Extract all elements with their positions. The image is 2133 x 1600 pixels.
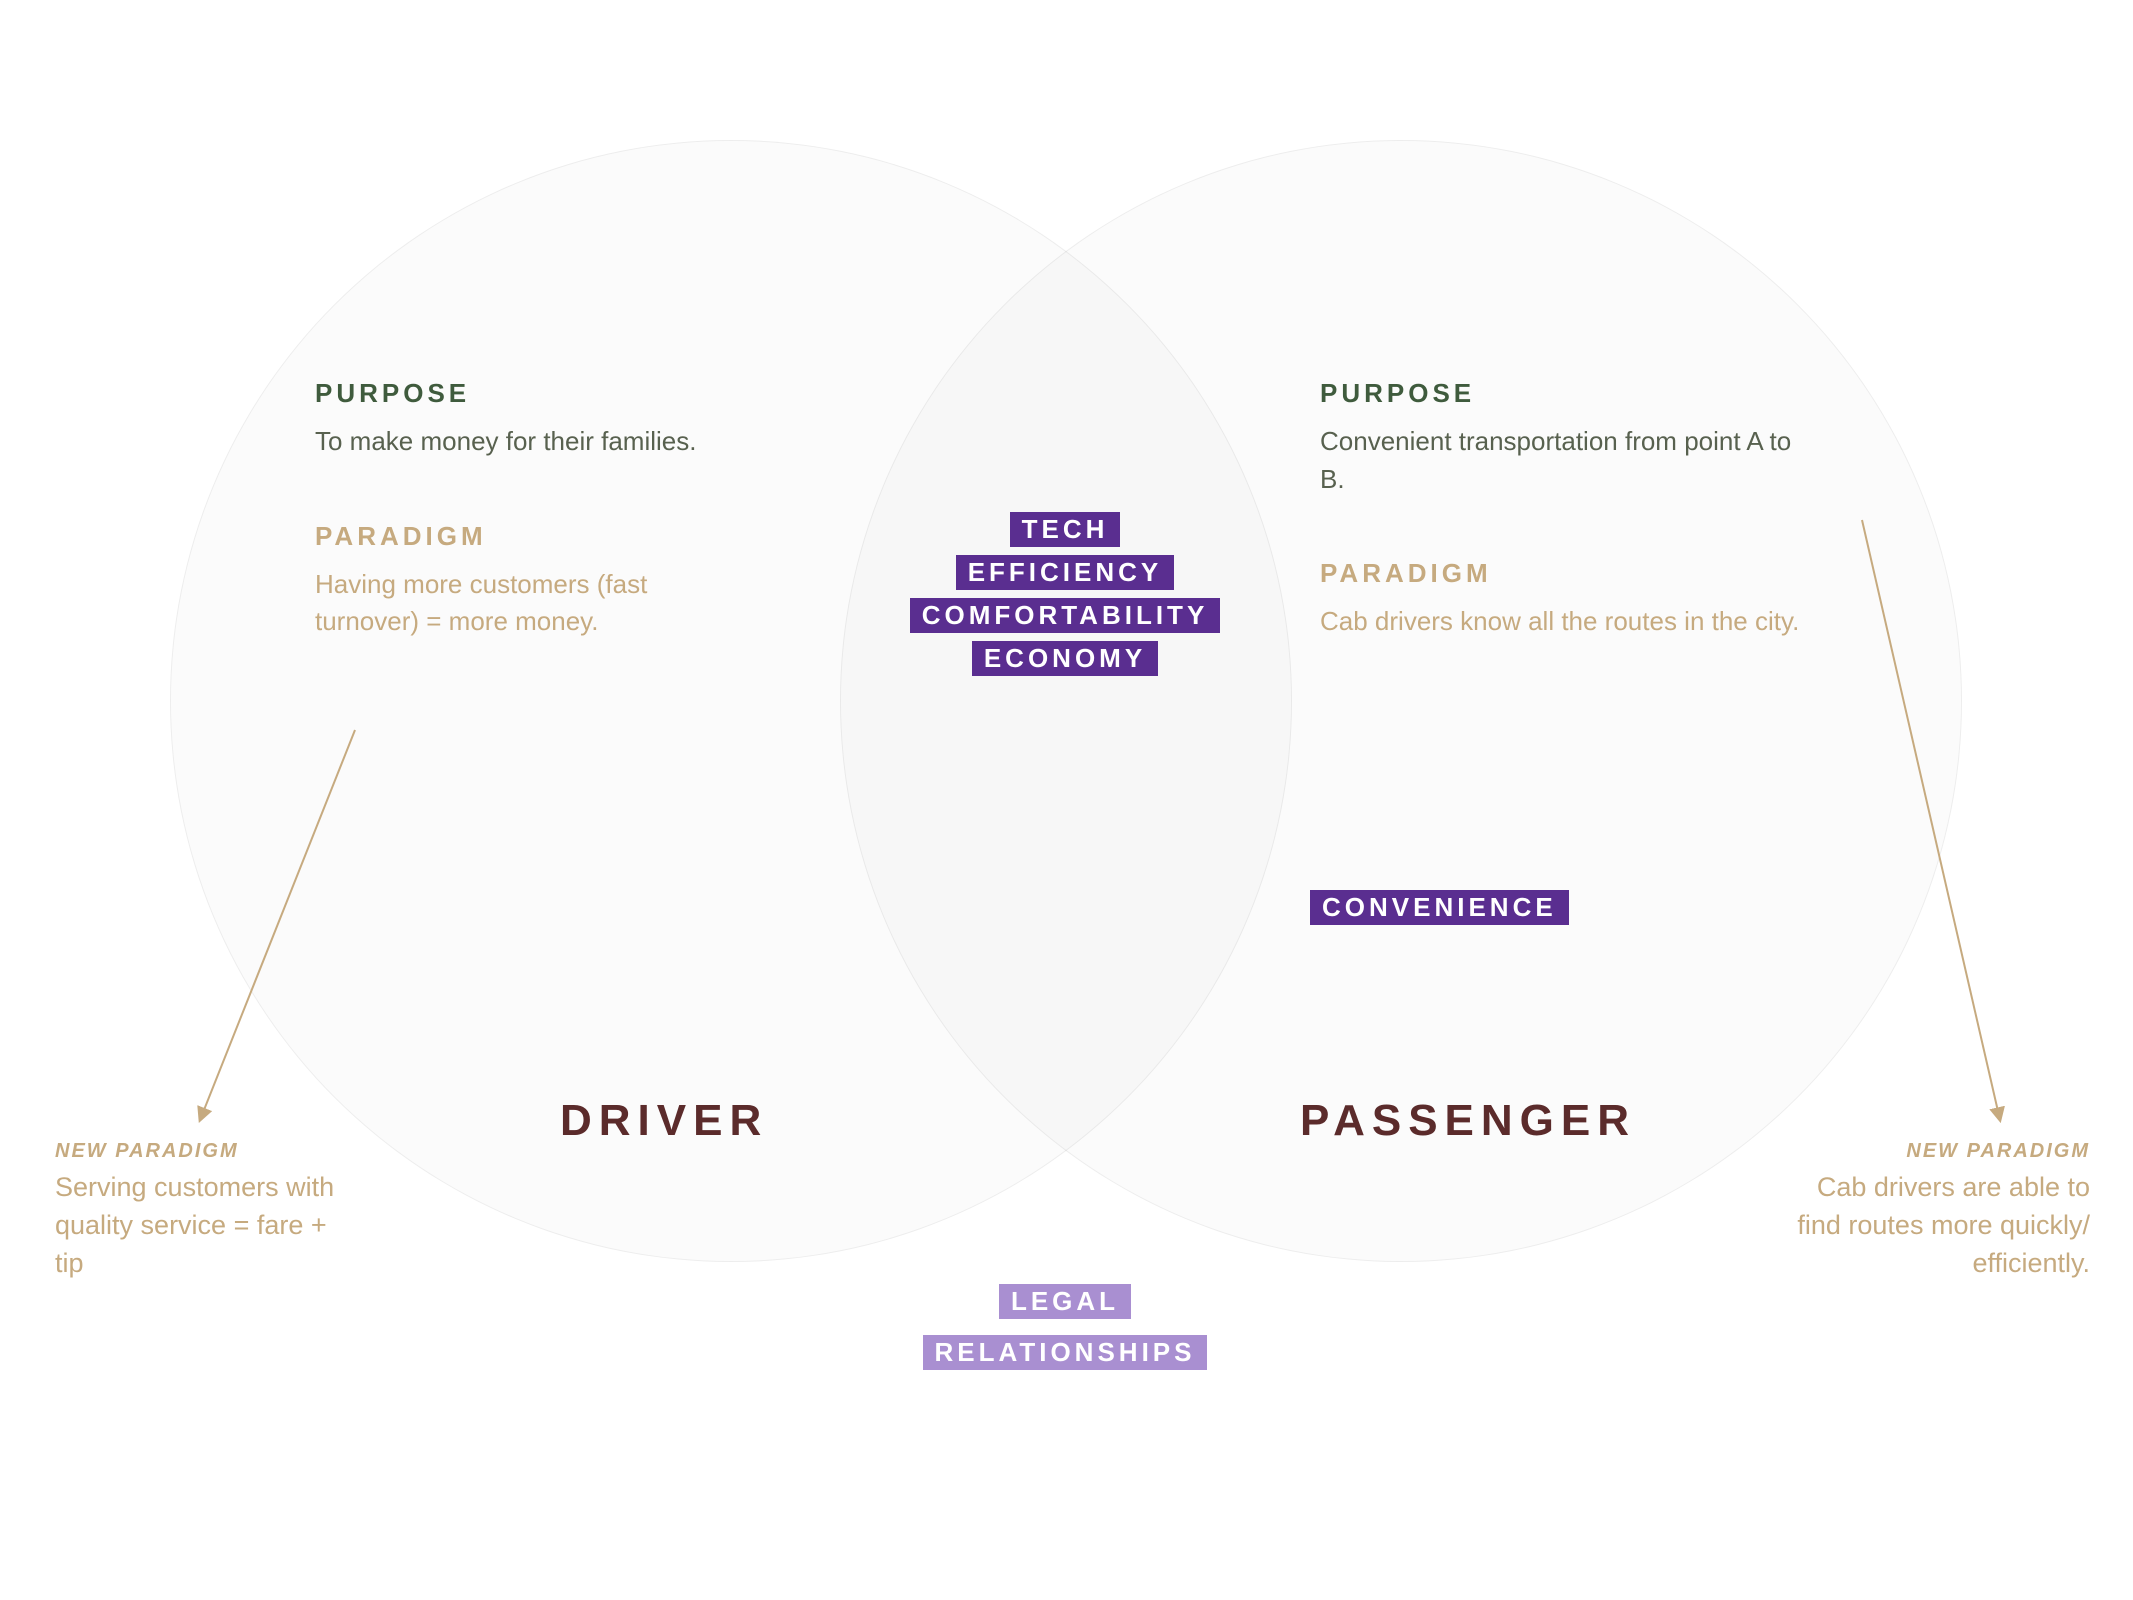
driver-label: DRIVER xyxy=(560,1096,768,1146)
tag-convenience: CONVENIENCE xyxy=(1310,890,1569,925)
tag-economy: ECONOMY xyxy=(972,641,1158,676)
passenger-circle xyxy=(840,140,1962,1262)
overlap-tags: TECH EFFICIENCY COMFORTABILITY ECONOMY xyxy=(840,508,1290,680)
tag-efficiency: EFFICIENCY xyxy=(956,555,1175,590)
tag-tech: TECH xyxy=(1010,512,1121,547)
np-right-heading: NEW PARADIGM xyxy=(1790,1140,2090,1163)
passenger-label: PASSENGER xyxy=(1300,1096,1636,1146)
below-tags: LEGAL RELATIONSHIPS xyxy=(840,1280,1290,1374)
passenger-purpose-heading: PURPOSE xyxy=(1320,378,1800,409)
np-right-text: Cab drivers are able to find routes more… xyxy=(1790,1169,2090,1282)
passenger-content: PURPOSE Convenient transportation from p… xyxy=(1320,378,1800,641)
driver-purpose-text: To make money for their families. xyxy=(315,423,745,461)
tag-comfortability: COMFORTABILITY xyxy=(910,598,1221,633)
driver-paradigm-heading: PARADIGM xyxy=(315,521,745,552)
tag-legal: LEGAL xyxy=(999,1284,1131,1319)
np-left-heading: NEW PARADIGM xyxy=(55,1140,345,1163)
convenience-tag-wrap: CONVENIENCE xyxy=(1310,886,1569,929)
tag-relationships: RELATIONSHIPS xyxy=(923,1335,1208,1370)
driver-paradigm-text: Having more customers (fast turnover) = … xyxy=(315,566,745,641)
driver-purpose-heading: PURPOSE xyxy=(315,378,745,409)
new-paradigm-left: NEW PARADIGM Serving customers with qual… xyxy=(55,1140,345,1282)
passenger-paradigm-heading: PARADIGM xyxy=(1320,558,1800,589)
passenger-paradigm-text: Cab drivers know all the routes in the c… xyxy=(1320,603,1800,641)
venn-diagram: PURPOSE To make money for their families… xyxy=(0,0,2133,1600)
new-paradigm-right: NEW PARADIGM Cab drivers are able to fin… xyxy=(1790,1140,2090,1282)
driver-content: PURPOSE To make money for their families… xyxy=(315,378,745,641)
passenger-purpose-text: Convenient transportation from point A t… xyxy=(1320,423,1800,498)
np-left-text: Serving customers with quality service =… xyxy=(55,1169,345,1282)
